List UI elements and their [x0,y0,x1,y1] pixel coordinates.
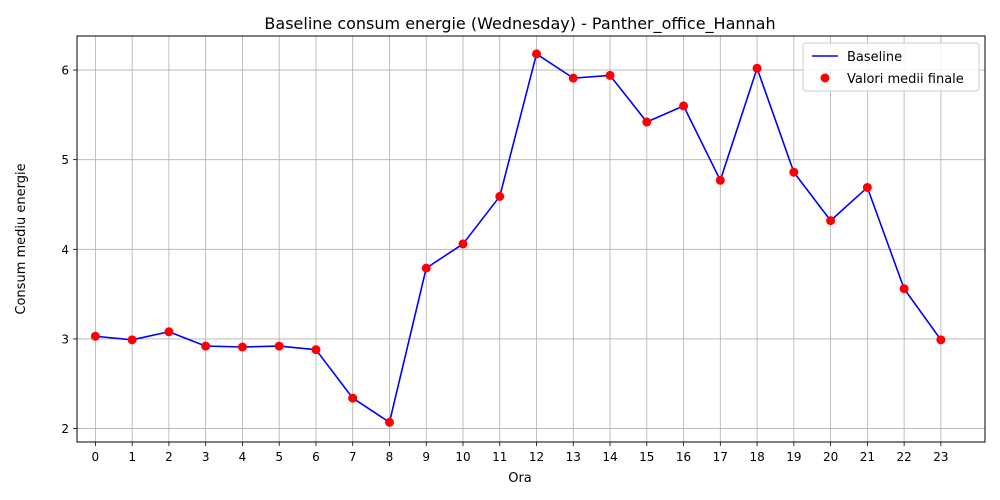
data-point [458,239,468,249]
data-point [201,341,211,351]
data-point [348,393,358,403]
x-tick-label: 11 [492,450,507,464]
data-point [90,331,100,341]
x-tick-label: 20 [823,450,838,464]
data-point [789,167,799,177]
legend-label-valori-medii-finale: Valori medii finale [847,72,964,87]
x-tick-label: 8 [386,450,394,464]
x-tick-label: 22 [896,450,911,464]
grid [77,36,985,442]
legend-swatch-valori-medii-finale [820,73,830,83]
data-point [862,182,872,192]
x-tick-label: 18 [749,450,764,464]
x-tick-label: 14 [602,450,617,464]
data-point [605,70,615,80]
x-tick-label: 15 [639,450,654,464]
data-point [384,417,394,427]
legend: Baseline Valori medii finale [802,42,980,92]
data-point [715,175,725,185]
data-point [899,284,909,294]
x-axis-label: Ora [508,471,532,486]
data-point [311,345,321,355]
x-tick-label: 19 [786,450,801,464]
x-tick-label: 12 [529,450,544,464]
x-tick-label: 2 [165,450,173,464]
data-point [274,341,284,351]
data-point [495,191,505,201]
x-tick-label: 5 [275,450,283,464]
x-tick-label: 7 [349,450,357,464]
y-axis-ticks: 2 3 4 5 6 [61,64,77,436]
x-tick-label: 0 [92,450,100,464]
data-point [752,63,762,73]
series-layer [90,49,946,427]
legend-label-baseline: Baseline [847,50,902,65]
data-point [164,327,174,337]
data-point [568,73,578,83]
plot-frame [76,35,986,443]
y-tick-label: 5 [61,153,69,167]
data-point [679,101,689,111]
y-tick-label: 6 [61,64,69,78]
data-point [127,335,137,345]
data-point [237,342,247,352]
data-point [826,216,836,226]
y-axis-label: Consum mediu energie [14,163,29,314]
x-tick-label: 4 [239,450,247,464]
x-tick-label: 16 [676,450,691,464]
data-point [642,117,652,127]
data-point [936,335,946,345]
chart-title: Baseline consum energie (Wednesday) - Pa… [264,14,775,34]
x-tick-label: 9 [422,450,430,464]
data-point [421,263,431,273]
x-tick-label: 17 [713,450,728,464]
y-tick-label: 2 [61,422,69,436]
x-tick-label: 13 [566,450,581,464]
legend-box [802,42,980,92]
y-tick-label: 4 [61,243,69,257]
y-tick-label: 3 [61,332,69,346]
data-point [532,49,542,59]
x-tick-label: 23 [933,450,948,464]
series-line-baseline [95,53,942,424]
x-tick-label: 1 [128,450,136,464]
x-tick-label: 3 [202,450,210,464]
x-axis-ticks: 0 1 2 3 4 5 6 7 8 9 10 11 12 13 14 15 16 17 18 19 20 21 22 23 [92,442,949,464]
x-tick-label: 10 [455,450,470,464]
x-tick-label: 6 [312,450,320,464]
x-tick-label: 21 [860,450,875,464]
